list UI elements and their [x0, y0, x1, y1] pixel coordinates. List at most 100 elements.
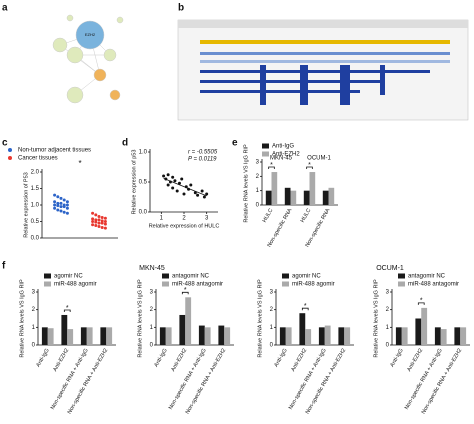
x-tick-label: Anti-IgG	[273, 348, 288, 368]
point	[62, 205, 66, 209]
point	[65, 203, 69, 207]
legend-swatch	[398, 273, 405, 279]
legend-label: miR-488 agomir	[54, 282, 97, 288]
y-tick-label: 2	[386, 307, 390, 313]
bar	[328, 187, 335, 205]
point	[100, 219, 104, 223]
panel-label: a	[2, 3, 8, 14]
point	[97, 221, 101, 225]
bar	[165, 327, 172, 345]
x-tick-label: HULC	[300, 208, 313, 224]
bar	[395, 327, 402, 345]
point	[56, 195, 60, 199]
point	[97, 215, 101, 219]
y-axis-label: Relative RNA levels VS IgG RIP	[137, 279, 143, 358]
bar	[47, 328, 54, 345]
panel-label: b	[178, 3, 184, 14]
legend-swatch	[282, 281, 289, 287]
bar	[159, 327, 166, 345]
x-tick-label: HULC	[262, 208, 275, 224]
y-tick-label: 2.0	[31, 170, 40, 176]
point	[94, 220, 98, 224]
genome-browser	[177, 19, 469, 121]
y-tick-label: 2	[150, 307, 154, 313]
point	[97, 224, 101, 228]
significance: *	[420, 298, 423, 305]
point	[175, 189, 179, 193]
y-axis-label: Relative expression of P53	[23, 172, 29, 237]
point	[177, 181, 181, 185]
significance-bracket	[268, 166, 275, 170]
point	[166, 183, 170, 187]
point	[166, 173, 170, 177]
x-tick-label: 1	[160, 216, 164, 222]
panel-label: f	[2, 261, 6, 272]
x-tick-label: Anti-EZH2	[290, 348, 308, 373]
bar	[415, 318, 422, 345]
y-tick-label: 1	[256, 188, 260, 194]
y-tick-label: 2	[32, 307, 36, 313]
significance-bracket	[306, 166, 313, 170]
bar	[284, 187, 291, 205]
point	[100, 216, 104, 220]
legend-label: Non-tumor adjacent tissues	[18, 148, 91, 154]
panel-label: c	[2, 138, 8, 149]
x-tick-label: 2	[182, 216, 186, 222]
legend-label: miR-488 agomir	[292, 282, 335, 288]
bar	[265, 190, 272, 205]
bar	[401, 327, 408, 345]
y-tick-label: 1.0	[31, 203, 40, 209]
legend-swatch	[262, 151, 269, 157]
point	[59, 196, 63, 200]
y-axis-label: Relative RNA levels VS IgG RIP	[19, 279, 25, 358]
y-tick-label: 0	[32, 343, 36, 349]
legend-swatch	[44, 273, 51, 279]
point	[94, 218, 98, 222]
x-tick-label: 3	[205, 216, 209, 222]
legend-swatch	[162, 281, 169, 287]
point	[189, 183, 193, 187]
point	[65, 211, 69, 215]
point	[103, 216, 107, 220]
y-tick-label: 0	[386, 343, 390, 349]
bar	[41, 327, 48, 345]
x-tick-label: Non-specific RNA + Anti-IgG	[50, 348, 90, 411]
group-title: MKN-45	[139, 265, 165, 272]
legend-swatch	[282, 273, 289, 279]
point	[56, 208, 60, 212]
point	[56, 201, 60, 205]
point	[56, 204, 60, 208]
bar	[460, 327, 467, 345]
point	[65, 200, 69, 204]
bar	[338, 327, 345, 345]
point	[103, 220, 107, 223]
y-tick-label: 3	[32, 290, 36, 296]
panel-label: d	[122, 138, 128, 149]
node-label: EZH2	[85, 32, 96, 37]
y-axis-label: Relative RNA levels VS IgG RIP	[373, 279, 379, 358]
bar	[185, 297, 192, 345]
point	[53, 203, 57, 207]
significance-bracket	[301, 307, 309, 311]
y-tick-label: 3	[150, 290, 154, 296]
point	[103, 222, 107, 226]
y-axis-label: Relative expression of p53	[131, 150, 137, 215]
point	[91, 223, 95, 227]
significance: *	[308, 162, 311, 169]
x-tick-label: Non-specific RNA + Anti-EZH2	[67, 348, 109, 415]
legend-swatch	[398, 281, 405, 287]
bar	[106, 327, 113, 345]
significance: *	[78, 159, 81, 168]
bar	[285, 327, 292, 345]
legend-label: agomir NC	[292, 274, 321, 280]
legend-label: Anti-IgG	[272, 144, 294, 150]
group-title: MKN-45	[270, 156, 293, 162]
significance-bracket	[181, 291, 189, 295]
point	[65, 206, 69, 210]
y-tick-label: 1	[150, 325, 154, 331]
point	[91, 211, 95, 215]
y-tick-label: 1.0	[139, 150, 148, 156]
point	[193, 191, 197, 195]
point	[53, 193, 57, 197]
